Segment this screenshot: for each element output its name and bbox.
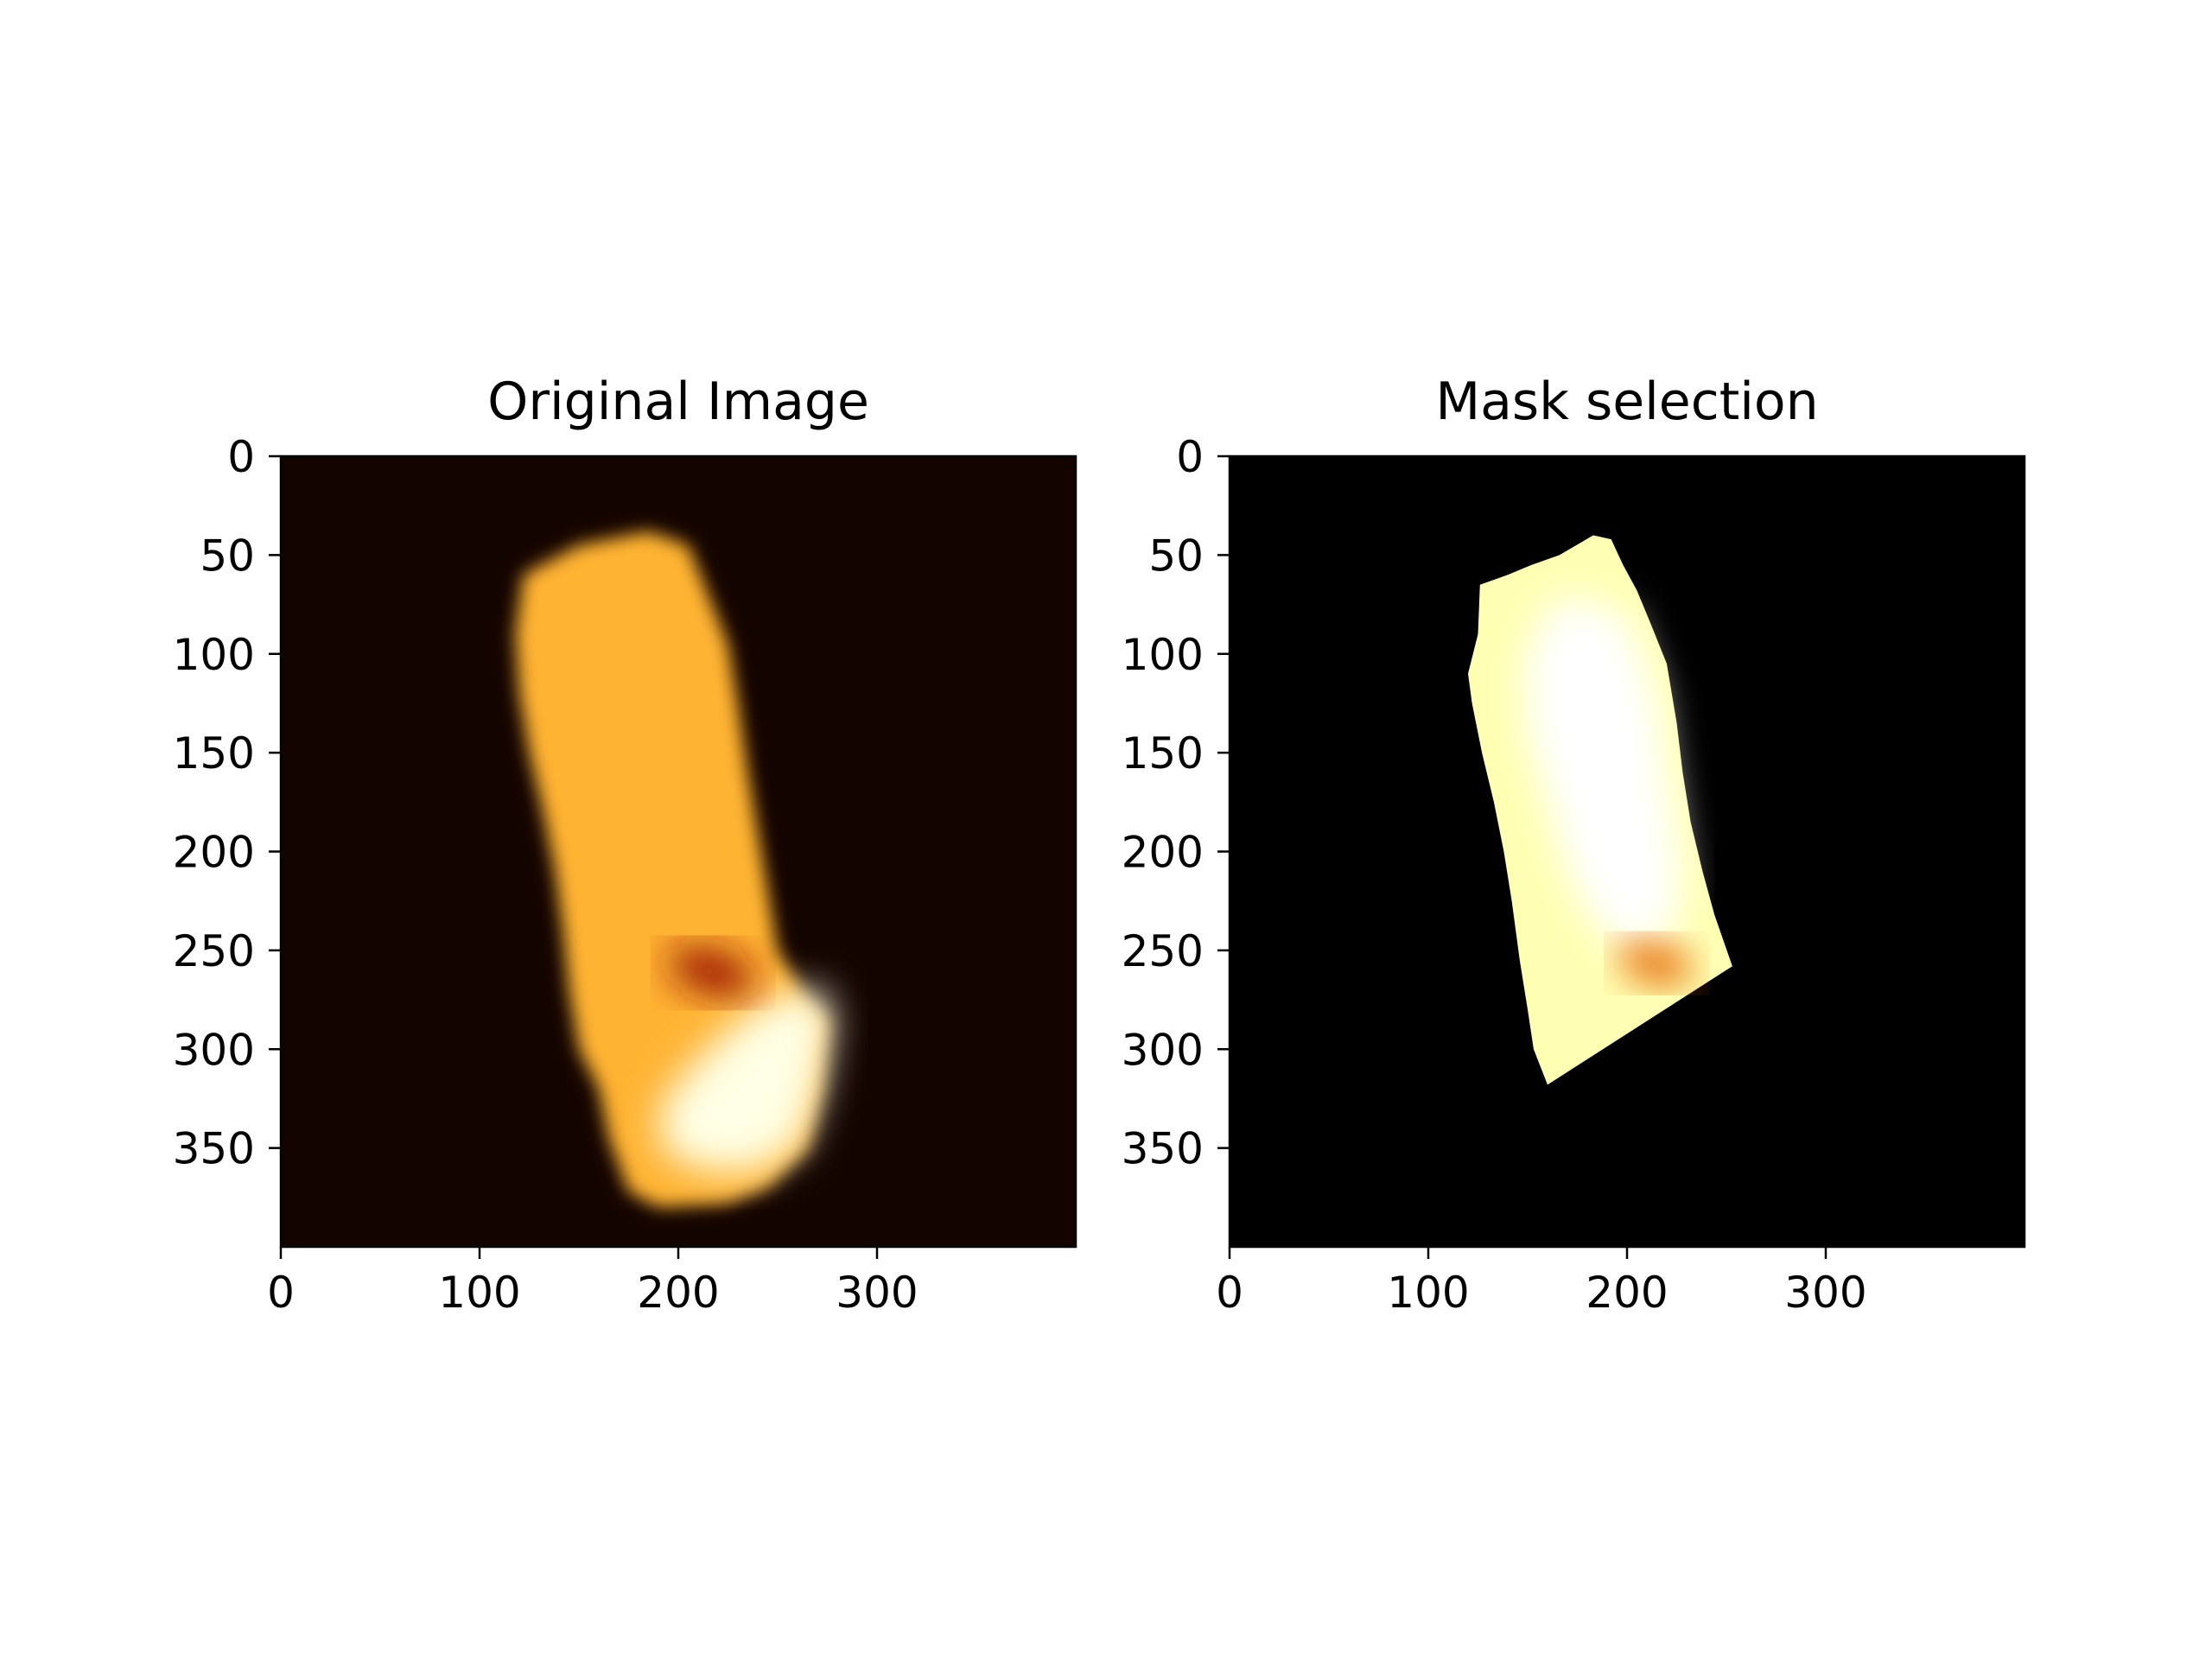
y-tick-label: 350 (1122, 1124, 1204, 1174)
x-tick-label: 200 (637, 1268, 719, 1318)
x-tick-label: 300 (836, 1268, 918, 1318)
y-tick-label: 0 (1176, 432, 1204, 482)
x-tick-label: 0 (1216, 1268, 1243, 1318)
y-axis: 0 50 100 150 200 250 300 350 (173, 432, 281, 1174)
y-tick-label: 300 (173, 1025, 255, 1075)
x-axis: 0 100 200 300 (1216, 1247, 1867, 1318)
y-tick-label: 100 (173, 630, 255, 680)
y-tick-label: 250 (1122, 926, 1204, 976)
x-tick-label: 100 (1387, 1268, 1469, 1318)
y-tick-label: 250 (173, 926, 255, 976)
panel-mask-selection: Mask selection 0 100 200 300 0 50 100 150 200 25… (1122, 372, 2026, 1318)
y-tick-label: 300 (1122, 1025, 1204, 1075)
panel-title: Mask selection (1435, 372, 1818, 432)
region-bright-lobe (658, 986, 834, 1173)
x-tick-label: 300 (1784, 1268, 1866, 1318)
image-area (1230, 456, 2024, 1247)
y-tick-label: 200 (1122, 828, 1204, 878)
x-tick-label: 100 (438, 1268, 520, 1318)
region-dark-groove (1618, 940, 1695, 987)
panel-original-image: Original Image 0 100 200 300 0 50 100 150 200 25… (173, 372, 1077, 1318)
x-tick-label: 0 (267, 1268, 295, 1318)
image-area (281, 456, 1076, 1247)
y-tick-label: 50 (1148, 531, 1204, 581)
y-axis: 0 50 100 150 200 250 300 350 (1122, 432, 1230, 1174)
x-tick-label: 200 (1586, 1268, 1668, 1318)
region-dark-groove (668, 946, 758, 1001)
y-tick-label: 100 (1122, 630, 1204, 680)
y-tick-label: 50 (200, 531, 255, 581)
region-bright-core (1523, 594, 1683, 950)
y-tick-label: 350 (173, 1124, 255, 1174)
panel-title: Original Image (487, 372, 869, 432)
y-tick-label: 150 (173, 728, 255, 779)
y-tick-label: 200 (173, 828, 255, 878)
x-axis: 0 100 200 300 (267, 1247, 918, 1318)
y-tick-label: 150 (1122, 728, 1204, 779)
y-tick-label: 0 (227, 432, 255, 482)
